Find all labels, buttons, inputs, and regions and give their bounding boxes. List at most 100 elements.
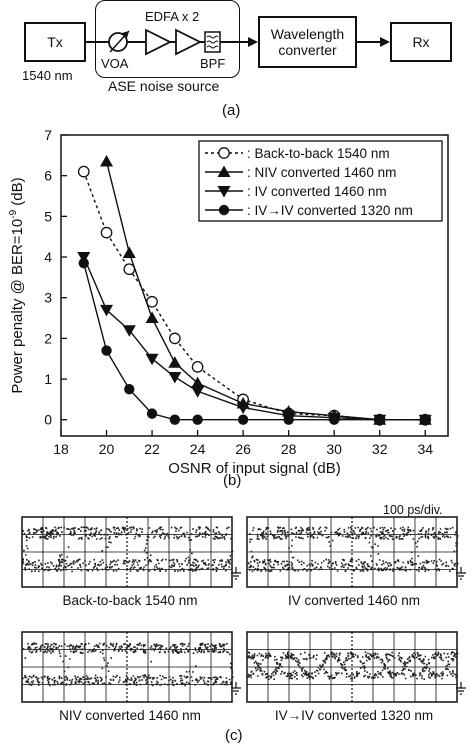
legend: : Back-to-back 1540 nm : NIV converted 14… — [198, 140, 443, 222]
legend-label: : IV→IV converted 1320 nm — [247, 203, 413, 218]
y-tick-label: 3 — [44, 290, 52, 306]
eye-panel-back-to-back-1540 — [21, 516, 241, 588]
eye-trace — [247, 651, 459, 680]
tx-label: Tx — [47, 34, 63, 50]
eye-label-iv-1460: IV converted 1460 nm — [287, 593, 421, 608]
data-point — [168, 332, 181, 345]
data-point — [374, 414, 385, 425]
data-point — [145, 353, 159, 366]
bpf-label: BPF — [200, 56, 226, 71]
ground-symbol — [456, 682, 466, 695]
y-tick-label: 7 — [44, 127, 52, 143]
data-point — [78, 257, 89, 269]
y-tick-label: 2 — [44, 330, 52, 346]
data-point — [124, 384, 135, 395]
converter-label: Wavelength converter — [270, 26, 345, 58]
x-tick-label: 30 — [326, 441, 342, 457]
data-point — [77, 252, 91, 264]
y-tick-label: 4 — [44, 249, 52, 265]
data-point — [420, 414, 431, 425]
data-point — [101, 345, 112, 356]
eye-panel-niv-1460 — [21, 631, 241, 703]
data-point — [77, 165, 90, 178]
voa-label: VOA — [101, 56, 129, 71]
x-tick-label: 22 — [144, 441, 160, 457]
eye-trace — [247, 526, 459, 573]
x-tick-label: 20 — [99, 441, 115, 457]
caption-c: (c) — [225, 727, 243, 744]
y-tick-label: 0 — [44, 412, 52, 428]
eye-diagrams — [21, 516, 466, 703]
plot-frame — [60, 134, 449, 437]
data-point — [191, 361, 204, 373]
eye-label-back-to-back: Back-to-back 1540 nm — [62, 593, 198, 608]
x-tick-label: 34 — [417, 441, 433, 457]
data-point — [100, 226, 113, 239]
data-point — [191, 376, 205, 389]
legend-label: : Back-to-back 1540 nm — [247, 146, 390, 161]
caption-b: (b) — [223, 472, 242, 489]
series-iv-iv-1320 — [78, 257, 431, 425]
x-tick-label: 26 — [235, 441, 251, 457]
timescale-label: 100 ps/div. — [383, 503, 443, 517]
x-axis-label: OSNR of input signal (dB) — [168, 460, 341, 477]
series-iv-1460 — [77, 252, 432, 427]
data-point — [191, 386, 205, 398]
ground-symbol — [231, 567, 241, 580]
eye-panel-iv-1460 — [246, 516, 466, 588]
caption-a: (a) — [222, 102, 241, 119]
tx-box: Tx — [24, 22, 86, 62]
voa-icon — [108, 30, 130, 53]
y-tick-label: 1 — [44, 371, 52, 387]
data-point — [168, 356, 182, 368]
data-point — [168, 372, 182, 384]
eye-label-iv-iv-1320: IV→IV converted 1320 nm — [274, 708, 434, 723]
edfa-icon — [145, 28, 205, 56]
bpf-icon — [204, 31, 221, 53]
x-tick-label: 18 — [53, 441, 69, 457]
data-point — [122, 325, 136, 337]
data-point — [100, 154, 114, 167]
x-tick-label: 24 — [190, 441, 206, 457]
ground-symbol — [231, 682, 241, 695]
x-tick-label: 32 — [372, 441, 388, 457]
legend-box — [198, 140, 443, 222]
legend-marker — [217, 165, 231, 177]
y-axis-label: Power penalty @ BER=10-9 (dB) — [8, 177, 26, 393]
data-point — [100, 304, 114, 317]
series-niv-1460 — [100, 154, 432, 425]
series-line — [105, 161, 426, 421]
y-tick-label: 5 — [44, 208, 52, 224]
ground-symbol — [456, 567, 466, 580]
legend-marker — [218, 204, 230, 216]
data-point — [328, 414, 340, 425]
legend-label: : NIV converted 1460 nm — [247, 165, 396, 180]
series-line — [83, 262, 426, 421]
data-point — [283, 414, 294, 425]
y-tick-label: 6 — [44, 168, 52, 184]
edfa-label: EDFA x 2 — [145, 9, 200, 24]
rx-box: Rx — [390, 22, 452, 62]
rx-label: Rx — [412, 34, 430, 50]
eye-trace — [22, 642, 234, 687]
eye-label-niv-1460: NIV converted 1460 nm — [59, 708, 201, 723]
eye-panel-iv-iv-1320 — [246, 631, 466, 703]
data-point — [122, 246, 136, 258]
data-point — [236, 402, 250, 415]
ase-noise-source-box — [95, 0, 240, 78]
data-point — [192, 414, 203, 425]
tx-wavelength: 1540 nm — [22, 68, 73, 83]
legend-label: : IV converted 1460 nm — [247, 184, 387, 199]
ase-components — [86, 28, 390, 56]
eye-trace — [22, 526, 234, 573]
ase-label: ASE noise source — [108, 78, 220, 94]
data-point — [237, 414, 249, 425]
data-point — [169, 414, 181, 425]
legend-marker — [217, 186, 231, 198]
data-point — [146, 408, 158, 419]
data-point — [123, 263, 136, 276]
converter-box: Wavelength converter — [258, 16, 357, 68]
legend-marker — [218, 147, 230, 159]
x-tick-label: 28 — [281, 441, 297, 457]
